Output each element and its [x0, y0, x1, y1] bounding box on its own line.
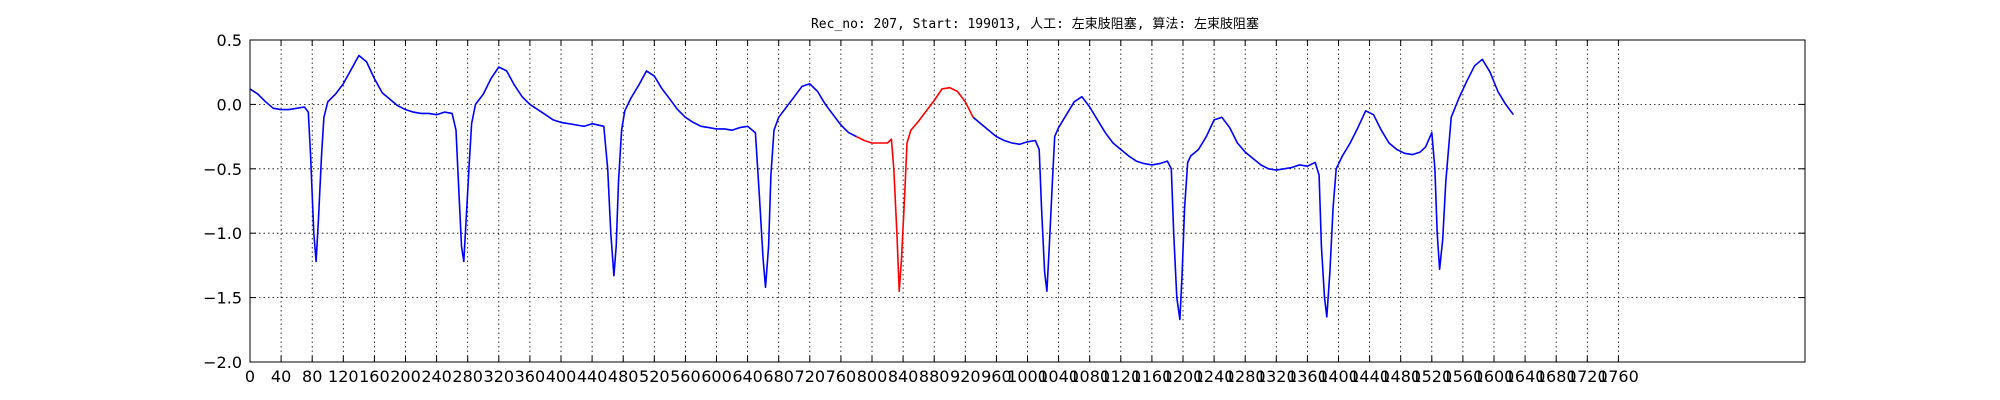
x-tick-label: 1080: [1069, 367, 1110, 386]
x-tick-label: 1760: [1598, 367, 1639, 386]
x-tick-label: 1240: [1194, 367, 1235, 386]
axis-ticks: 0 40 80 120 160 200 240 280 320 360 400 440 480 520 56…: [203, 31, 1805, 386]
x-tick-label: 1440: [1349, 367, 1390, 386]
x-tick-label: 840: [888, 367, 919, 386]
x-tick-label: 880: [919, 367, 950, 386]
x-tick-label: 400: [546, 367, 577, 386]
plot-area-frame: [249, 39, 1806, 363]
x-tick-label: 200: [390, 367, 421, 386]
x-tick-label: 1280: [1225, 367, 1266, 386]
x-tick-label: 1680: [1536, 367, 1577, 386]
y-tick-label: −2.0: [203, 353, 242, 372]
x-tick-label: 1520: [1411, 367, 1452, 386]
x-tick-label: 1400: [1318, 367, 1359, 386]
x-tick-label: 960: [981, 367, 1012, 386]
x-tick-label: 1000: [1007, 367, 1048, 386]
x-tick-label: 1720: [1567, 367, 1608, 386]
y-tick-label: 0.0: [217, 95, 242, 114]
x-tick-label: 1120: [1100, 367, 1141, 386]
y-tick-label: −1.0: [203, 224, 242, 243]
ecg-series-after: [972, 58, 1515, 321]
x-tick-label: 40: [271, 367, 291, 386]
x-tick-label: 240: [421, 367, 452, 386]
x-tick-label: 1640: [1505, 367, 1546, 386]
x-tick-label: 1200: [1163, 367, 1204, 386]
x-tick-label: 160: [359, 367, 390, 386]
x-tick-label: 480: [608, 367, 639, 386]
x-tick-label: 320: [484, 367, 515, 386]
x-tick-label: 120: [328, 367, 359, 386]
y-tick-label: 0.5: [217, 31, 242, 50]
x-tick-label: 0: [245, 367, 255, 386]
x-tick-label: 560: [670, 367, 701, 386]
y-tick-label: −1.5: [203, 289, 242, 308]
x-tick-label: 280: [452, 367, 483, 386]
x-tick-label: 680: [763, 367, 794, 386]
x-tick-label: 1320: [1256, 367, 1297, 386]
ecg-series-highlighted: [856, 86, 974, 293]
x-tick-label: 1560: [1443, 367, 1484, 386]
x-tick-label: 920: [950, 367, 981, 386]
x-tick-label: 1360: [1287, 367, 1328, 386]
ecg-series-before: [249, 54, 857, 289]
x-tick-label: 1480: [1380, 367, 1421, 386]
x-tick-label: 720: [795, 367, 826, 386]
x-tick-label: 440: [577, 367, 608, 386]
x-tick-label: 800: [857, 367, 888, 386]
x-tick-label: 640: [732, 367, 763, 386]
grid: [249, 39, 1805, 363]
x-tick-label: 80: [302, 367, 322, 386]
y-tick-label: −0.5: [203, 160, 242, 179]
x-tick-label: 1040: [1038, 367, 1079, 386]
x-tick-label: 760: [826, 367, 857, 386]
x-tick-label: 1160: [1132, 367, 1173, 386]
series-lines: [249, 54, 1515, 321]
chart-title: Rec_no: 207, Start: 199013, 人工: 左束肢阻塞, 算…: [811, 16, 1259, 32]
x-tick-label: 360: [515, 367, 546, 386]
x-tick-label: 1600: [1474, 367, 1515, 386]
x-tick-label: 520: [639, 367, 670, 386]
x-tick-label: 600: [701, 367, 732, 386]
